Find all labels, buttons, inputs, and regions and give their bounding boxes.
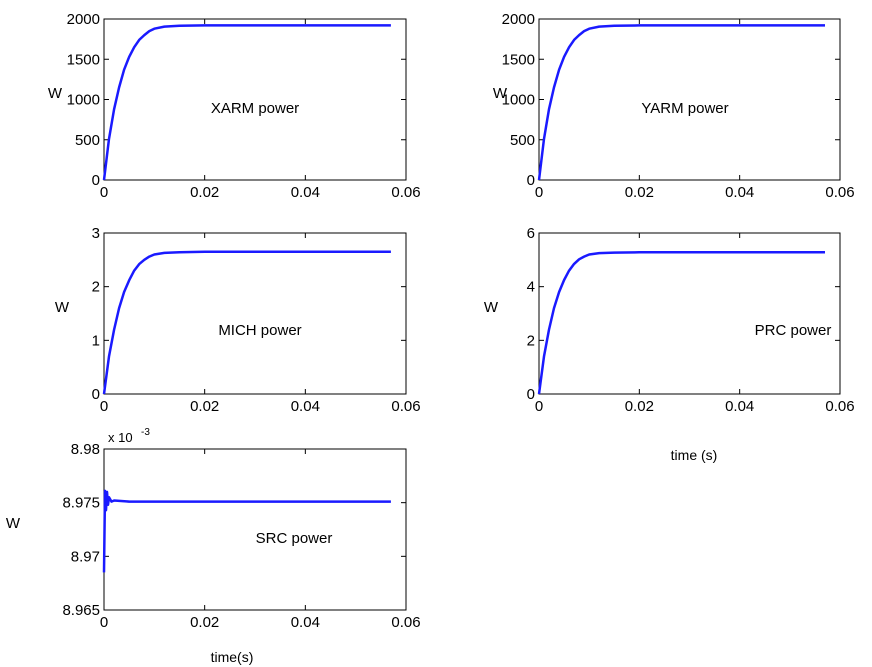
series-line — [102, 489, 391, 573]
subplot: 0 0.02 0.04 0.06 0 500 1000 1500 2000 XARM power W — [48, 11, 421, 201]
y-axis-label: W — [48, 85, 63, 102]
x-tick-label: 0.02 — [190, 184, 219, 201]
plot-annotation: YARM power — [641, 100, 728, 117]
y-axis-label: W — [493, 85, 508, 102]
x-tick-label: 0.02 — [190, 614, 219, 631]
x-tick-label: 0.02 — [625, 184, 654, 201]
y-tick-label: 2000 — [67, 11, 100, 28]
plot-annotation: MICH power — [218, 322, 301, 339]
y-tick-label: 2 — [527, 332, 535, 349]
subplot: 0 0.02 0.04 0.06 0 500 1000 1500 2000 YARM power W — [493, 11, 855, 201]
x-tick-label: 0.04 — [291, 614, 320, 631]
x-tick-label: 0.06 — [825, 398, 854, 415]
plot-annotation: SRC power — [256, 530, 333, 547]
y-tick-label: 500 — [75, 132, 100, 149]
x-tick-label: 0.06 — [825, 184, 854, 201]
x-tick-label: 0.04 — [291, 398, 320, 415]
x-tick-label: 0 — [100, 184, 108, 201]
x-axis-label: time (s) — [671, 447, 718, 463]
y-tick-label: 8.98 — [71, 441, 100, 458]
axes-box — [538, 232, 841, 395]
axes-box — [103, 232, 407, 395]
y-exponent-label: x 10 — [108, 430, 133, 445]
x-axis-label: time(s) — [211, 649, 254, 665]
plot-annotation: PRC power — [755, 322, 832, 339]
x-tick-label: 0.06 — [391, 614, 420, 631]
x-tick-label: 0.02 — [625, 398, 654, 415]
y-tick-label: 1 — [92, 332, 100, 349]
series-line — [102, 250, 391, 395]
y-tick-label: 0 — [527, 386, 535, 403]
series-line — [102, 24, 391, 181]
axes-box — [103, 18, 407, 181]
y-tick-label: 8.975 — [62, 495, 100, 512]
series-line — [537, 24, 825, 181]
y-tick-label: 8.97 — [71, 548, 100, 565]
axes-box — [538, 18, 841, 181]
x-tick-label: 0 — [100, 614, 108, 631]
y-tick-label: 1000 — [502, 92, 535, 109]
y-tick-label: 0 — [92, 172, 100, 189]
axes-box — [103, 448, 407, 611]
y-tick-label: 2 — [92, 279, 100, 296]
x-tick-label: 0.04 — [725, 398, 754, 415]
y-tick-label: 1500 — [502, 51, 535, 68]
y-axis-label: W — [6, 515, 21, 532]
x-tick-label: 0 — [535, 398, 543, 415]
y-tick-label: 500 — [510, 132, 535, 149]
y-tick-label: 8.965 — [62, 602, 100, 619]
x-tick-label: 0 — [535, 184, 543, 201]
y-exponent-power: -3 — [141, 427, 150, 438]
y-tick-label: 6 — [527, 225, 535, 242]
series-line — [537, 251, 825, 395]
x-tick-label: 0.06 — [391, 184, 420, 201]
x-tick-label: 0.02 — [190, 398, 219, 415]
subplot: 0 0.02 0.04 0.06 0 1 2 3 MICH power W — [55, 225, 421, 415]
y-tick-label: 2000 — [502, 11, 535, 28]
y-tick-label: 0 — [527, 172, 535, 189]
y-tick-label: 4 — [527, 279, 535, 296]
y-tick-label: 0 — [92, 386, 100, 403]
plot-annotation: XARM power — [211, 100, 299, 117]
x-tick-label: 0.04 — [725, 184, 754, 201]
x-tick-label: 0 — [100, 398, 108, 415]
y-tick-label: 1000 — [67, 92, 100, 109]
x-tick-label: 0.04 — [291, 184, 320, 201]
subplot: 0 0.02 0.04 0.06 8.965 8.97 8.975 8.98 SRC power… — [6, 427, 421, 665]
y-tick-label: 1500 — [67, 51, 100, 68]
x-tick-label: 0.06 — [391, 398, 420, 415]
y-tick-label: 3 — [92, 225, 100, 242]
y-axis-label: W — [484, 299, 499, 316]
y-axis-label: W — [55, 299, 70, 316]
